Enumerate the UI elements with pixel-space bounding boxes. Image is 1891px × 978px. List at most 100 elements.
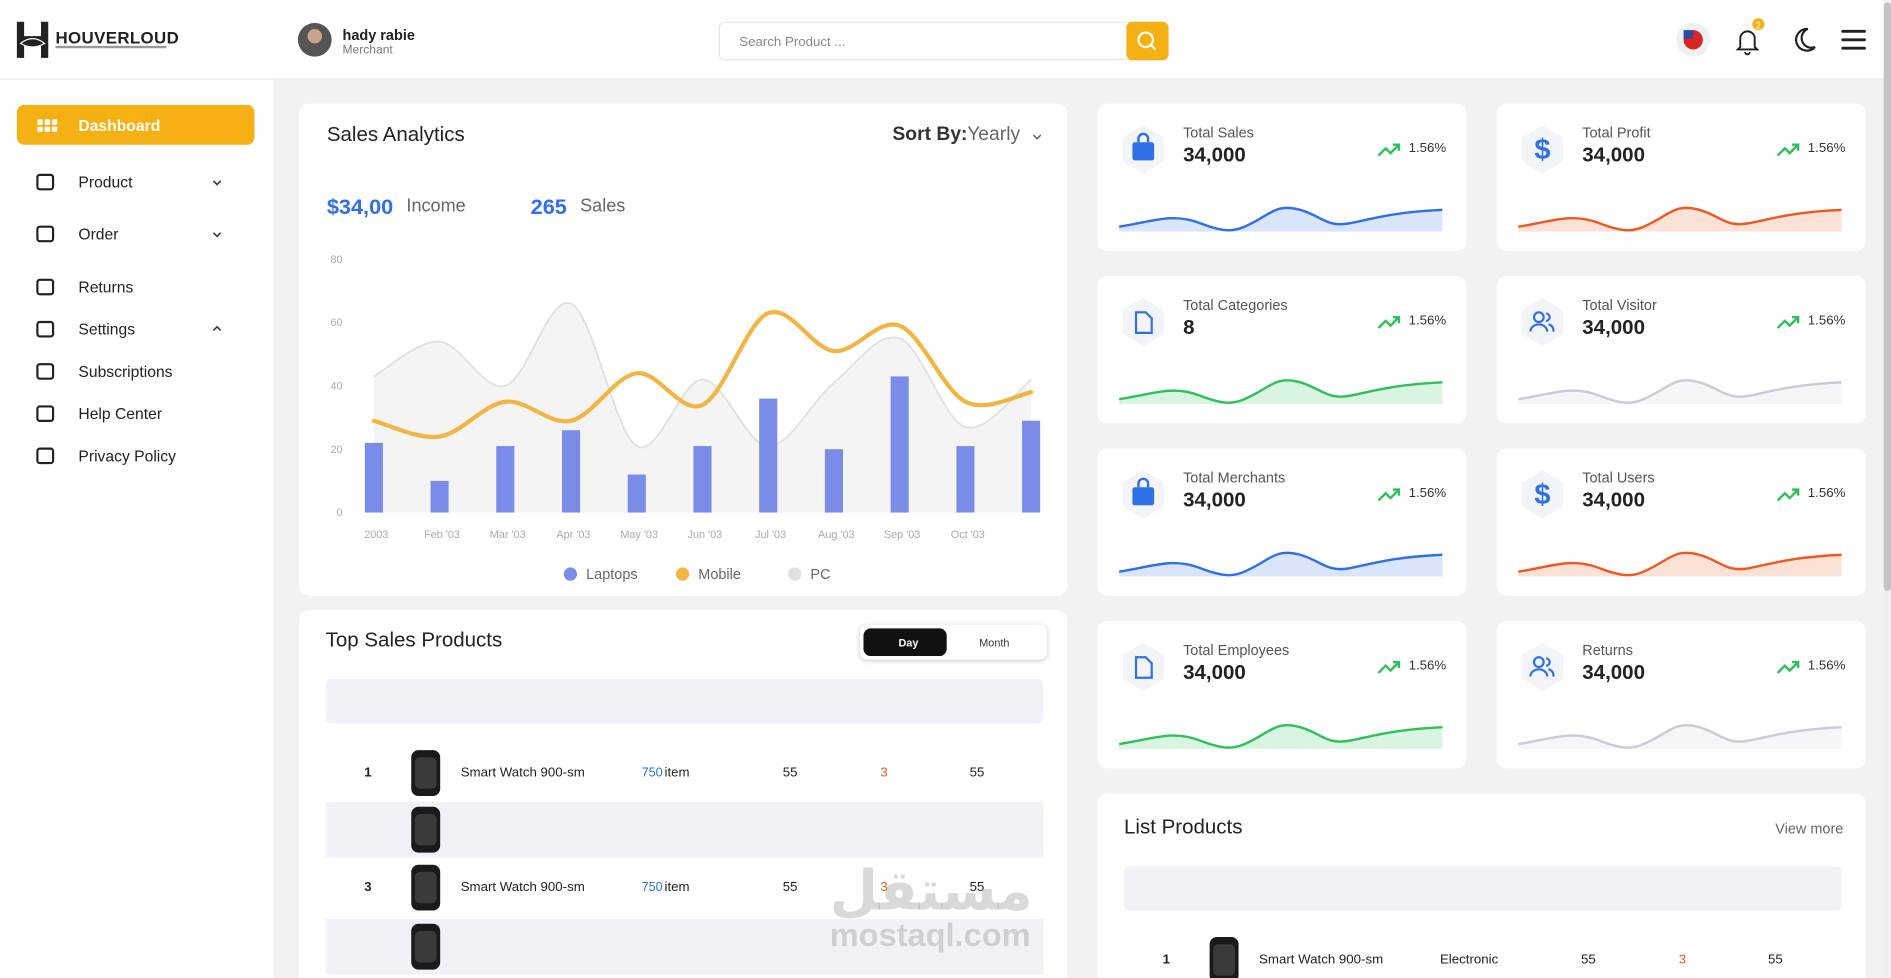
column-header: Category (1439, 879, 1506, 897)
stat-change: 1.56% (1408, 141, 1447, 156)
bar (956, 446, 975, 513)
cell-unit: item (664, 822, 690, 837)
bar (364, 442, 383, 513)
cell-profit: 55 (969, 765, 985, 781)
search-placeholder: Search Product ... (739, 34, 846, 50)
stat-value: 34,000 (1183, 488, 1246, 512)
watermark: mostaql.com (829, 917, 1031, 954)
y-tick-label: 0 (336, 507, 342, 519)
scrollbar-thumb[interactable] (1883, 2, 1891, 591)
cell-id: 3 (364, 880, 372, 895)
column-header: Profit (958, 692, 999, 710)
column-header: Returns (861, 692, 919, 710)
watermark: مستقل (829, 858, 1033, 922)
x-tick-label: Oct '03 (951, 529, 985, 541)
search-box[interactable]: Search Product ... (718, 21, 1168, 61)
toggle-option[interactable]: Month (979, 636, 1010, 649)
stat-change: 1.56% (1408, 313, 1447, 329)
column-header: ID (363, 692, 379, 710)
nav-item[interactable]: Subscriptions (78, 362, 173, 381)
bar (890, 376, 909, 513)
cell-stock: 55 (782, 939, 798, 954)
cell-product: Smart Watch 900-sm (460, 822, 585, 837)
stat-title: Total Employees (1183, 641, 1290, 659)
cell-returns: 3 (880, 822, 888, 837)
stat-card (1496, 621, 1866, 769)
section-title: Sales Analytics (326, 123, 465, 146)
legend-label: Mobile (698, 567, 741, 583)
stat-value: 34,000 (1183, 660, 1246, 684)
bar (1022, 420, 1041, 513)
stat-card (1496, 103, 1866, 251)
legend-label: PC (810, 567, 830, 583)
area-line (373, 302, 1032, 449)
x-tick-label: Sep '03 (884, 529, 920, 541)
legend-swatch (563, 567, 578, 581)
stat-value: 34,000 (1183, 143, 1246, 167)
income-label: Income (406, 195, 466, 217)
legend-swatch (788, 567, 802, 581)
legend-label: Laptops (586, 567, 638, 583)
x-tick-label: Mar '03 (490, 529, 526, 541)
stat-card (1097, 103, 1467, 251)
column-header: Sales (641, 692, 681, 710)
column-header: Profit (1757, 879, 1797, 897)
cell-id: 2 (364, 822, 372, 837)
nav-item[interactable]: Dashboard (78, 116, 161, 135)
stat-change: 1.56% (1807, 486, 1846, 501)
x-tick-label: Aug '03 (818, 529, 854, 541)
cell-category: Electronic (1439, 952, 1499, 968)
stat-change: 1.56% (1408, 486, 1447, 501)
cell-sales: 750 (641, 880, 663, 895)
stat-change: 1.56% (1807, 313, 1846, 329)
nav-item[interactable]: Privacy Policy (78, 446, 176, 465)
income-value: $34,00 (326, 194, 394, 219)
search-button[interactable] (1126, 21, 1169, 61)
sales-chart: 0 20 40 60 80 2003 Feb '03 Mar '03 Apr '03 May '0… (330, 254, 1041, 583)
sort-value[interactable]: Yearly (967, 124, 1021, 145)
y-tick-label: 80 (330, 254, 342, 266)
cell-product: Smart Watch 900-sm (1259, 952, 1384, 968)
nav-item[interactable]: Product (78, 173, 133, 192)
toggle-option[interactable]: Day (898, 636, 919, 649)
stat-card (1496, 276, 1866, 424)
x-tick-label: 2003 (364, 529, 388, 541)
bar (759, 398, 778, 513)
cell-id: 1 (364, 765, 372, 781)
sidebar (0, 79, 275, 978)
nav-item[interactable]: Returns (78, 277, 134, 297)
stat-title: Total Categories (1183, 296, 1288, 314)
cell-stock: 55 (1581, 952, 1596, 968)
column-header: Product (1202, 879, 1260, 897)
bar (561, 430, 581, 513)
stat-title: Total Merchants (1183, 469, 1286, 487)
view-more-link[interactable]: View more (1775, 820, 1844, 837)
nav-item[interactable]: Order (78, 224, 119, 244)
bar (627, 474, 646, 513)
cell-product: Smart Watch 900-sm (460, 880, 585, 895)
cell-id: 4 (364, 939, 372, 954)
toggle-active[interactable] (863, 628, 947, 657)
x-tick-label: Apr '03 (556, 529, 590, 541)
area-fill (373, 302, 1032, 513)
nav-item[interactable]: Settings (78, 320, 136, 339)
stat-value: 8 (1183, 315, 1195, 339)
stat-change: 1.56% (1807, 141, 1846, 156)
brand-tagline (55, 45, 167, 49)
cell-product: Smart Watch 900-sm (460, 765, 585, 781)
cell-returns: 3 (880, 880, 888, 895)
stat-value: 34,000 (1582, 315, 1645, 339)
cell-sales: 750 (641, 822, 663, 837)
nav-item[interactable]: Help Center (78, 404, 163, 423)
nav-active[interactable] (16, 104, 255, 145)
x-tick-label: May '03 (620, 529, 658, 541)
column-header: Returns (1659, 879, 1717, 897)
bar (496, 446, 515, 513)
cell-stock: 55 (782, 880, 798, 895)
column-header: ID (1160, 879, 1176, 897)
y-tick-label: 40 (330, 381, 342, 393)
column-header: Product (404, 692, 461, 710)
legend-swatch (675, 567, 690, 581)
sales-label: Sales (580, 195, 626, 217)
